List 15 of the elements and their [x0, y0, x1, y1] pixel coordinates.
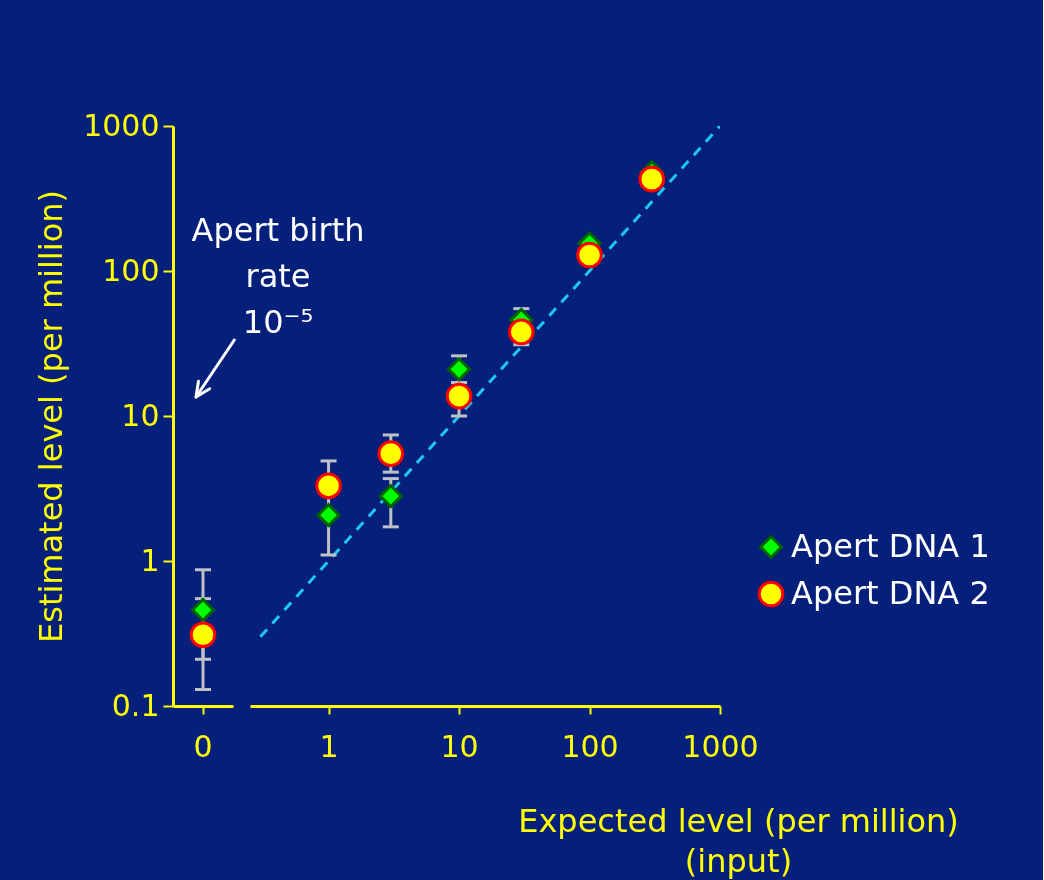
x-tick-label: 100: [561, 728, 619, 764]
annotation: Apert birth rate 10⁻⁵: [191, 211, 365, 341]
x-tick-label: 1000: [682, 728, 759, 764]
y-tick-label: 0.1: [111, 687, 160, 723]
legend-label: Apert DNA 2: [791, 574, 990, 612]
x-tick-label: 1: [319, 728, 339, 764]
legend-label: Apert DNA 1: [791, 527, 990, 565]
y-tick-label: 1000: [83, 107, 160, 143]
y-tick-label: 10: [121, 397, 160, 433]
y-tick-label: 100: [102, 252, 160, 288]
x-axis-title: Expected level (per million) (input): [518, 801, 959, 880]
x-tick-label: 10: [440, 728, 479, 764]
y-axis-title: Estimated level (per million): [32, 190, 71, 643]
y-tick-label: 1: [140, 542, 160, 578]
x-tick-label: 0: [193, 728, 213, 764]
